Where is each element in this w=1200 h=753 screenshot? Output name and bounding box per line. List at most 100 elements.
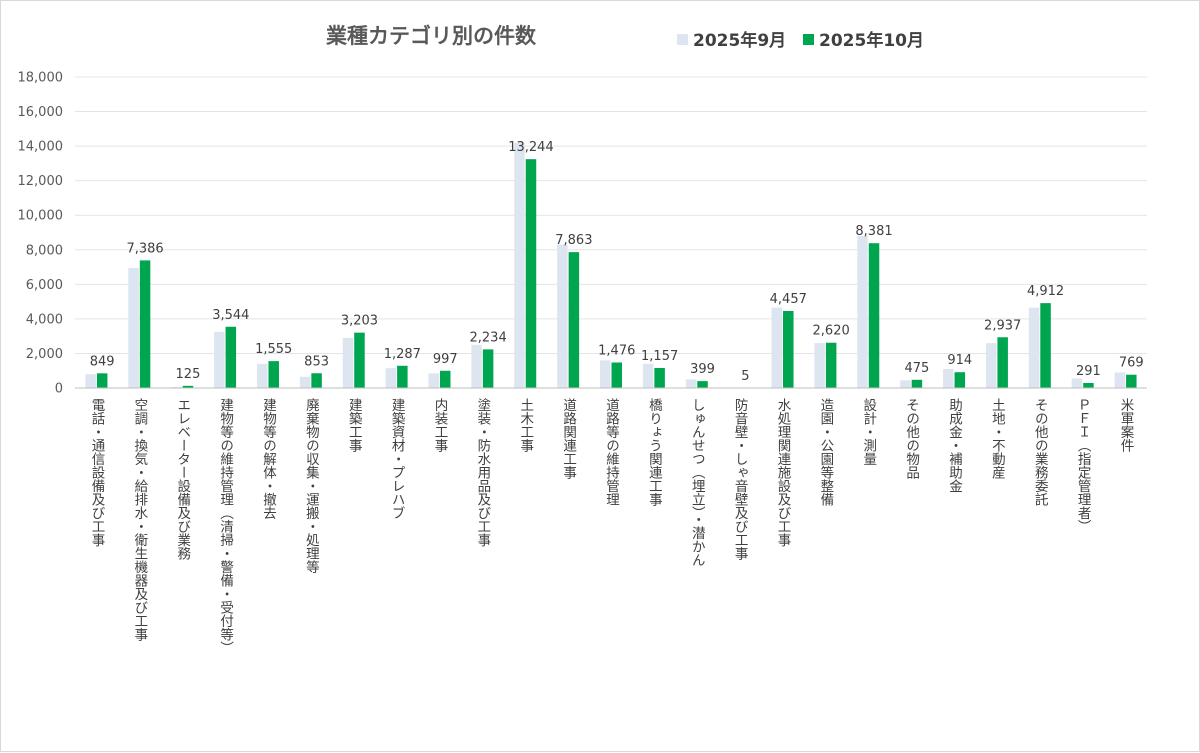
bar-2025-10 bbox=[869, 243, 880, 388]
data-label: 4,457 bbox=[770, 292, 807, 307]
y-tick-label: 18,000 bbox=[18, 71, 64, 86]
category-label: 空調・換気・給排水・衛生機器及び工事 bbox=[131, 398, 148, 642]
data-label: 291 bbox=[1076, 364, 1101, 379]
y-tick-label: 0 bbox=[55, 382, 63, 397]
data-label: 849 bbox=[90, 354, 115, 369]
bar-2025-10 bbox=[569, 252, 580, 388]
category-label: 塗装・防水用品及び工事 bbox=[474, 397, 491, 547]
bar-2025-10 bbox=[140, 260, 151, 388]
data-label: 769 bbox=[1119, 356, 1144, 371]
bar-2025-10 bbox=[397, 366, 408, 388]
legend-label-sep: 2025年9月 bbox=[693, 30, 786, 51]
bar-2025-09 bbox=[814, 343, 825, 388]
bar-2025-10 bbox=[1126, 375, 1137, 388]
category-label: 建物等の解体・撤去 bbox=[260, 398, 277, 520]
y-tick-label: 4,000 bbox=[26, 312, 63, 327]
category-label: 橋りょう関連工事 bbox=[646, 398, 663, 507]
legend: 2025年9月 2025年10月 bbox=[677, 30, 924, 51]
bar-2025-09 bbox=[214, 332, 225, 388]
data-label: 1,476 bbox=[598, 343, 635, 358]
data-label: 2,620 bbox=[813, 324, 850, 339]
bar-2025-09 bbox=[557, 245, 568, 388]
bar-2025-10 bbox=[997, 337, 1008, 388]
y-tick-label: 10,000 bbox=[18, 209, 64, 224]
bar-2025-09 bbox=[643, 364, 654, 388]
category-label: 建築資材・プレハブ bbox=[389, 398, 406, 520]
bar-2025-09 bbox=[300, 377, 311, 388]
bar-2025-09 bbox=[1072, 378, 1083, 388]
category-label: 内装工事 bbox=[431, 398, 448, 453]
data-label: 475 bbox=[904, 361, 929, 376]
y-tick-label: 2,000 bbox=[26, 347, 63, 362]
data-label: 3,544 bbox=[212, 308, 249, 323]
category-label: 米軍案件 bbox=[1118, 398, 1135, 453]
bar-2025-10 bbox=[526, 159, 537, 388]
bar-2025-10 bbox=[483, 349, 494, 388]
category-label: その他の物品 bbox=[903, 398, 920, 479]
category-label: 土地・不動産 bbox=[989, 398, 1006, 481]
data-label: 7,863 bbox=[555, 233, 592, 248]
bar-2025-10 bbox=[354, 333, 365, 388]
bar-2025-09 bbox=[386, 368, 397, 388]
bar-2025-10 bbox=[826, 343, 837, 388]
legend-swatch-oct bbox=[803, 34, 814, 45]
category-label: 道路等の維持管理 bbox=[603, 398, 620, 506]
bar-2025-10 bbox=[612, 362, 623, 388]
category-label: 土木工事 bbox=[517, 398, 534, 453]
data-label: 7,386 bbox=[126, 241, 163, 256]
category-label: その他の業務委託 bbox=[1032, 398, 1049, 506]
data-label: 3,203 bbox=[341, 314, 378, 329]
bar-2025-09 bbox=[600, 360, 611, 388]
y-axis-ticks: 02,0004,0006,0008,00010,00012,00014,0001… bbox=[18, 71, 64, 397]
data-label: 997 bbox=[433, 352, 458, 367]
bar-2025-09 bbox=[428, 373, 439, 388]
bar-2025-09 bbox=[128, 268, 139, 388]
category-label: 建築工事 bbox=[346, 398, 363, 453]
bar-2025-10 bbox=[1040, 303, 1051, 388]
data-label: 914 bbox=[947, 353, 972, 368]
data-label: 1,157 bbox=[641, 349, 678, 364]
category-label: 助成金・補助金 bbox=[946, 398, 963, 493]
bar-2025-09 bbox=[686, 379, 697, 388]
category-labels: 電話・通信設備及び工事 空調・換気・給排水・衛生機器及び工事 エレベーター設備及び業… bbox=[88, 397, 1134, 655]
category-label: エレベーター設備及び業務 bbox=[174, 398, 191, 561]
bar-2025-09 bbox=[772, 308, 783, 388]
bar-2025-10 bbox=[440, 371, 451, 388]
bar-2025-10 bbox=[268, 361, 279, 388]
data-label: 399 bbox=[690, 362, 715, 377]
chart-title: 業種カテゴリ別の件数 bbox=[326, 24, 537, 48]
bar-2025-09 bbox=[900, 380, 911, 388]
category-label: ＰＦＩ（指定管理者） bbox=[1075, 398, 1092, 533]
category-label: 電話・通信設備及び工事 bbox=[88, 398, 105, 547]
category-label: 水処理関連施設及び工事 bbox=[775, 398, 792, 547]
data-label: 1,287 bbox=[384, 347, 421, 362]
bar-2025-10 bbox=[912, 380, 923, 388]
bar-2025-09 bbox=[857, 236, 868, 388]
bar-2025-09 bbox=[471, 345, 482, 388]
category-label: 防音壁・しゃ音壁及び工事 bbox=[732, 398, 749, 561]
data-label: 4,912 bbox=[1027, 284, 1064, 299]
bar-2025-09 bbox=[1115, 372, 1126, 388]
bar-2025-09 bbox=[943, 369, 954, 388]
data-label: 2,234 bbox=[470, 330, 507, 345]
data-label: 8,381 bbox=[855, 224, 892, 239]
y-tick-label: 14,000 bbox=[18, 140, 64, 155]
category-label: 建物等の維持管理（清掃・警備・受付等） bbox=[217, 398, 234, 655]
y-tick-label: 16,000 bbox=[18, 105, 64, 120]
bar-2025-10 bbox=[955, 372, 966, 388]
y-tick-label: 12,000 bbox=[18, 174, 64, 189]
bar-2025-09 bbox=[257, 364, 268, 388]
category-label: 道路関連工事 bbox=[560, 398, 577, 480]
data-label: 125 bbox=[176, 367, 201, 382]
bar-2025-10 bbox=[697, 381, 708, 388]
bar-2025-09 bbox=[343, 338, 354, 388]
bar-2025-10 bbox=[311, 373, 322, 388]
bar-2025-09 bbox=[986, 343, 997, 388]
category-label: しゅんせつ（埋立）・潜かん bbox=[689, 398, 706, 567]
bar-2025-10 bbox=[1083, 383, 1094, 388]
bar-2025-10 bbox=[97, 373, 108, 388]
category-label: 造園・公園等整備 bbox=[817, 398, 834, 507]
